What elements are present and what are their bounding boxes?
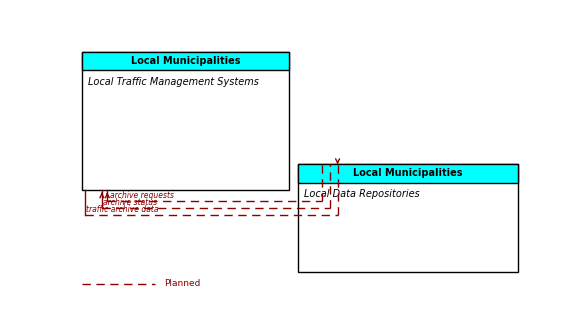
Bar <box>298 164 519 183</box>
Bar <box>298 164 519 272</box>
Text: traffic archive data: traffic archive data <box>86 205 158 214</box>
Bar <box>82 52 289 190</box>
Bar <box>82 52 289 70</box>
Text: Planned: Planned <box>164 279 200 288</box>
Text: Local Municipalities: Local Municipalities <box>131 56 240 66</box>
Text: Local Data Repositories: Local Data Repositories <box>304 189 419 199</box>
Text: Local Traffic Management Systems: Local Traffic Management Systems <box>88 77 258 87</box>
Text: Local Municipalities: Local Municipalities <box>353 168 463 178</box>
Text: archive status: archive status <box>103 198 158 207</box>
Text: archive requests: archive requests <box>110 191 173 200</box>
